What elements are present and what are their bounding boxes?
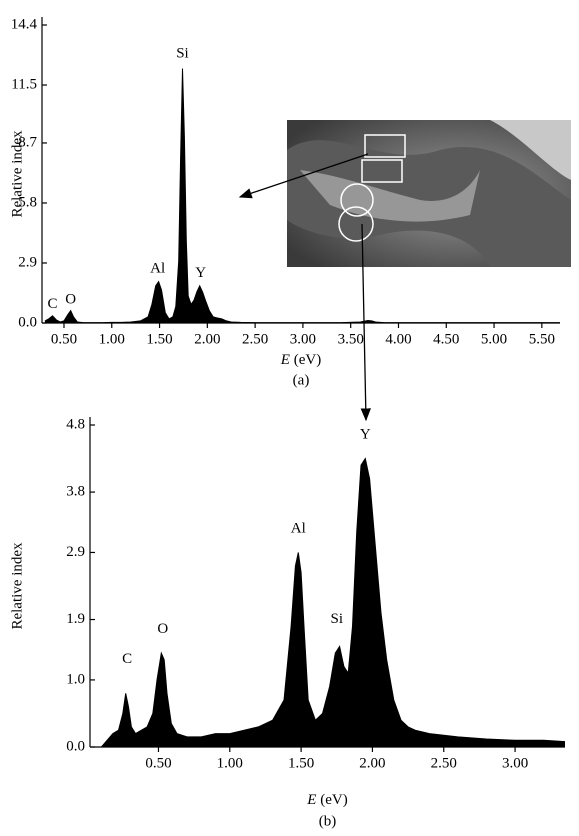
spectrum-fill [101, 458, 566, 747]
x-tick-label: 4.50 [433, 331, 459, 347]
peak-label: Si [331, 611, 344, 627]
x-tick-label: 2.50 [242, 331, 268, 347]
x-tick-label: 0.50 [51, 331, 77, 347]
x-tick-label: 0.50 [145, 755, 171, 771]
x-tick-label: 4.00 [385, 331, 411, 347]
x-tick-label: 2.50 [431, 755, 457, 771]
x-axis-unit: (eV) [294, 352, 321, 368]
spectrum-line [44, 68, 560, 324]
peak-label: Y [195, 265, 206, 281]
x-tick-label: 1.50 [146, 331, 172, 347]
sem-inset [238, 120, 571, 422]
peak-label: Si [176, 45, 189, 61]
x-axis-title: E (eV) [280, 352, 321, 368]
y-tick-label: 1.9 [66, 611, 85, 627]
x-tick-label: 1.00 [99, 331, 125, 347]
y-tick-label: 11.5 [11, 76, 37, 92]
y-tick-label: 1.0 [66, 671, 85, 687]
y-tick-label: 5.8 [18, 194, 37, 210]
y-tick-label: 3.8 [66, 484, 85, 500]
x-tick-label: 5.50 [529, 331, 555, 347]
panel-label: (b) [319, 813, 337, 829]
x-axis-symbol: E [306, 792, 316, 808]
peak-label: Y [360, 427, 371, 443]
y-tick-label: 0.0 [66, 738, 85, 754]
x-tick-label: 1.00 [217, 755, 243, 771]
panel-label: (a) [293, 372, 310, 388]
x-axis-unit: (eV) [320, 792, 347, 808]
y-axis-title: Relative index [9, 542, 25, 630]
selection-circle [338, 206, 374, 242]
y-tick-label: 2.9 [66, 544, 85, 560]
pointer-arrow [238, 153, 369, 199]
x-axis-title: E (eV) [306, 792, 347, 808]
micrograph-edge [490, 120, 571, 180]
y-tick-label: 4.8 [66, 416, 85, 432]
selection-box [364, 134, 406, 158]
x-tick-label: 3.50 [338, 331, 364, 347]
peak-label: Al [291, 520, 306, 536]
x-tick-label: 3.00 [502, 755, 528, 771]
selection-box [361, 159, 403, 183]
y-axis-title: Relative index [9, 130, 25, 218]
x-axis-symbol: E [280, 352, 290, 368]
peak-label: C [122, 651, 132, 667]
peak-label: Al [150, 261, 165, 277]
micrograph-particles [300, 170, 480, 222]
peak-label: O [65, 292, 76, 308]
pointer-arrow [360, 223, 371, 422]
y-tick-label: 14.4 [11, 16, 38, 32]
x-tick-label: 2.00 [194, 331, 220, 347]
peak-label: C [48, 296, 58, 312]
x-tick-label: 1.50 [288, 755, 314, 771]
x-tick-label: 2.00 [359, 755, 385, 771]
y-tick-label: 2.9 [18, 254, 37, 270]
y-tick-label: 0.0 [18, 314, 37, 330]
x-tick-label: 3.00 [290, 331, 316, 347]
selection-circle [340, 183, 374, 217]
peak-label: O [157, 621, 168, 637]
x-tick-label: 5.00 [481, 331, 507, 347]
spectrum-line [101, 457, 566, 748]
y-tick-label: 8.7 [18, 134, 37, 150]
